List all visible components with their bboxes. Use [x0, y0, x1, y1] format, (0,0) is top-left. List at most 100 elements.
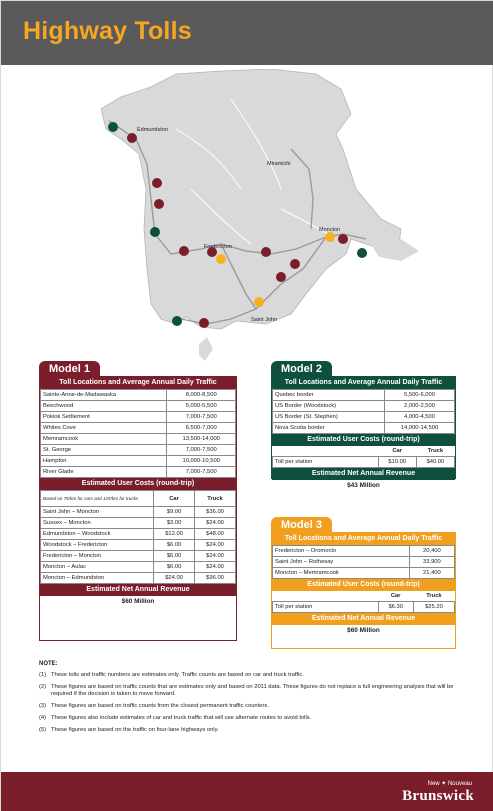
truck-cost: $24.00 — [194, 539, 236, 551]
route-name: Saint John – Moncton — [39, 506, 155, 518]
route-name: Fredericton – Moncton — [39, 550, 155, 562]
model-1-locations-table: Sainte-Anne-de-Madawaska 8,000-8,500 Beec… — [39, 389, 236, 478]
location-name: River Glade — [39, 466, 168, 478]
note-item: (2) These figures are based on traffic co… — [39, 684, 469, 698]
table-row: Toll per station $10.00 $40.00 — [272, 456, 456, 468]
car-cost: $6.00 — [153, 550, 196, 562]
traffic-value: 5,500-6,000 — [383, 389, 456, 401]
truck-cost: $40.00 — [415, 456, 456, 468]
logo-small-text: New ✦ Nouveau — [427, 781, 472, 787]
note-item: (4) These figures also include estimates … — [39, 715, 469, 722]
toll-marker-maroon — [154, 199, 164, 209]
label-miramichi: Miramichi — [267, 161, 291, 167]
note-item: (5) These figures are based on the traffi… — [39, 727, 469, 734]
model-3-box: Toll Locations and Average Annual Daily … — [271, 532, 456, 649]
model-1-costs-title: Estimated User Costs (round-trip) — [40, 478, 236, 490]
car-cost: $3.00 — [153, 517, 196, 529]
table-row: Saint John – Moncton $9.00 $36.00 — [39, 506, 236, 518]
table-row: Moncton – Aulac $6.00 $24.00 — [39, 561, 236, 573]
location-name: Hampton — [39, 455, 168, 467]
table-row: US Border (Woodstock) 2,000-2,500 — [272, 400, 456, 412]
note-text: These figures are based on the traffic o… — [51, 727, 219, 733]
note-text: These figures also include estimates of … — [51, 715, 312, 721]
traffic-value: 8,000-8,500 — [166, 389, 236, 401]
toll-marker-green — [150, 227, 160, 237]
location-name: Memramcook — [39, 433, 168, 445]
note-number: (2) — [39, 684, 47, 690]
toll-marker-maroon — [276, 272, 286, 282]
model-2-revenue-value: $43 Million — [347, 482, 380, 489]
toll-marker-maroon — [207, 247, 217, 257]
table-row: Saint John – Rothesay 33,900 — [272, 556, 456, 568]
note-text: These figures are based on traffic count… — [51, 684, 454, 697]
model-3-locations-table: Fredericton – Oromocto 20,400 Saint John … — [272, 545, 456, 579]
model-2-tab: Model 2 — [271, 361, 332, 376]
traffic-value: 21,400 — [408, 567, 456, 579]
header-bar: Highway Tolls — [1, 1, 493, 65]
model-3-panel: Model 3 Toll Locations and Average Annua… — [271, 517, 456, 649]
toll-marker-maroon — [127, 133, 137, 143]
toll-marker-maroon — [199, 318, 209, 328]
location-name: US Border (Woodstock) — [272, 400, 385, 412]
location-name: Nova Scotia border — [272, 422, 385, 434]
toll-marker-green — [357, 248, 367, 258]
table-row: Beechwood 5,000-5,500 — [39, 400, 236, 412]
col-car: Car — [390, 593, 401, 599]
page-title: Highway Tolls — [23, 17, 192, 45]
table-row: Nova Scotia border 14,000-14,500 — [272, 422, 456, 434]
traffic-value: 5,000-5,500 — [166, 400, 236, 412]
car-cost: $10.00 — [377, 456, 417, 468]
label-fredericton: Fredericton — [204, 244, 232, 250]
car-cost: $12.00 — [153, 528, 196, 540]
location-name: Pokiok Settlement — [39, 411, 168, 423]
traffic-value: 4,000-4,500 — [383, 411, 456, 423]
car-cost: $24.00 — [153, 572, 196, 584]
peninsula-land — [371, 239, 419, 261]
route-name: Toll per station — [272, 456, 379, 468]
route-name: Edmundston – Woodstock — [39, 528, 155, 540]
truck-cost: $24.00 — [194, 561, 236, 573]
table-row: Edmundston – Woodstock $12.00 $48.00 — [39, 528, 236, 540]
footer-bar: New ✦ Nouveau Brunswick — [1, 772, 493, 811]
location-name: Quebec border — [272, 389, 385, 401]
toll-marker-maroon — [152, 178, 162, 188]
table-header-row: Based on 7¢/km for cars and 12¢/km for t… — [39, 490, 236, 507]
notes-section: NOTE: (1) These tolls and traffic numbers… — [39, 661, 469, 739]
note-text: These figures are based on traffic count… — [51, 703, 269, 709]
model-2-costs-title: Estimated User Costs (round-trip) — [272, 434, 455, 446]
model-2-box: Toll Locations and Average Annual Daily … — [271, 376, 456, 489]
location-name: US Border (St. Stephen) — [272, 411, 385, 423]
car-cost: $6.30 — [377, 601, 414, 613]
col-car: Car — [153, 490, 196, 507]
route-name: Sussex – Moncton — [39, 517, 155, 529]
location-name: Sainte-Anne-de-Madawaska — [39, 389, 168, 401]
model-1-revenue-value: $60 Million — [121, 598, 155, 605]
toll-marker-maroon — [179, 246, 189, 256]
traffic-value: 2,000-2,500 — [383, 400, 456, 412]
table-row: Sainte-Anne-de-Madawaska 8,000-8,500 — [39, 389, 236, 401]
costs-note: Based on 7¢/km for cars and 12¢/km for t… — [39, 490, 155, 507]
table-row: Whites Cove 6,500-7,000 — [39, 422, 236, 434]
truck-cost: $24.00 — [194, 517, 236, 529]
table-row: US Border (St. Stephen) 4,000-4,500 — [272, 411, 456, 423]
route-name: Woodstock – Fredericton — [39, 539, 155, 551]
traffic-value: 10,000-10,500 — [166, 455, 236, 467]
traffic-value: 14,000-14,500 — [383, 422, 456, 434]
label-moncton: Moncton — [319, 227, 340, 233]
model-1-revenue-title: Estimated Net Annual Revenue — [40, 584, 236, 596]
car-cost: $9.00 — [153, 506, 196, 518]
traffic-value: 20,400 — [408, 545, 456, 557]
truck-cost: $48.00 — [194, 528, 236, 540]
model-2-locations-title: Toll Locations and Average Annual Daily … — [272, 377, 455, 389]
traffic-value: 7,000-7,500 — [166, 444, 236, 456]
model-1-costs-table: Based on 7¢/km for cars and 12¢/km for t… — [39, 490, 236, 584]
table-header-row: Car Truck — [273, 446, 455, 457]
note-number: (4) — [39, 715, 47, 721]
location-name: Beechwood — [39, 400, 168, 412]
model-1-box: Toll Locations and Average Annual Daily … — [39, 376, 237, 641]
location-name: Moncton – Memramcook — [272, 567, 410, 579]
car-cost: $6.00 — [153, 561, 196, 573]
note-text: These tolls and traffic numbers are esti… — [51, 672, 304, 678]
route-name: Moncton – Aulac — [39, 561, 155, 573]
province-map: Edmundston Miramichi Fredericton Moncton… — [100, 69, 419, 361]
